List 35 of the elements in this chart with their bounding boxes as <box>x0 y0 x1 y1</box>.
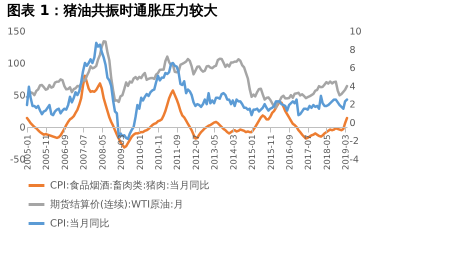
x-tick-label: 2005-11 <box>42 134 52 170</box>
y-tick-label: 100 <box>7 58 26 70</box>
x-tick-label: 2014-03 <box>229 134 240 170</box>
x-tick-label: 2010-01 <box>136 134 146 170</box>
y2-tick-label: 0 <box>350 118 356 129</box>
y2-tick-label: 8 <box>350 44 356 56</box>
y-tick-label: 50 <box>13 90 26 102</box>
x-tick-label: 2018-05 <box>322 134 333 170</box>
x-tick-label: 2016-09 <box>286 134 296 170</box>
x-tick-label: 2017-07 <box>304 134 314 170</box>
y-tick-label: 0 <box>19 122 26 134</box>
x-tick-label: 2006-09 <box>60 134 71 170</box>
y2-tick-label: -2 <box>350 136 359 148</box>
legend-label: CPI:当月同比 <box>50 218 110 230</box>
x-tick-label: 2015-01 <box>248 134 258 170</box>
x-tick-label: 2008-05 <box>98 134 108 170</box>
y2-tick-label: -4 <box>350 154 359 166</box>
x-tick-label: 2009-03 <box>116 134 127 170</box>
x-tick-label: 2011-09 <box>173 134 184 170</box>
legend-label: 期货结算价(连续):WTI原油:月 <box>50 198 184 210</box>
y2-tick-label: 6 <box>350 63 356 74</box>
y-tick-label: -50 <box>10 154 26 166</box>
x-tick-label: 2010-11 <box>154 134 164 170</box>
chart-title: 图表 1：猪油共振时通胀压力较大 <box>6 2 218 19</box>
legend-label: CPI:食品烟酒:畜肉类:猪肉:当月同比 <box>50 180 210 192</box>
x-tick-label: 2007-07 <box>80 134 90 170</box>
x-tick-label: 2013-05 <box>210 134 221 170</box>
y2-tick-label: 10 <box>350 26 362 38</box>
x-tick-label: 2005-01 <box>24 134 34 170</box>
y2-tick-label: 2 <box>350 100 356 111</box>
y-tick-label: 150 <box>7 26 26 38</box>
line-series <box>26 40 348 109</box>
x-tick-label: 2015-11 <box>266 134 277 170</box>
x-tick-label: 2012-07 <box>192 134 202 170</box>
y2-tick-label: 4 <box>350 81 356 92</box>
